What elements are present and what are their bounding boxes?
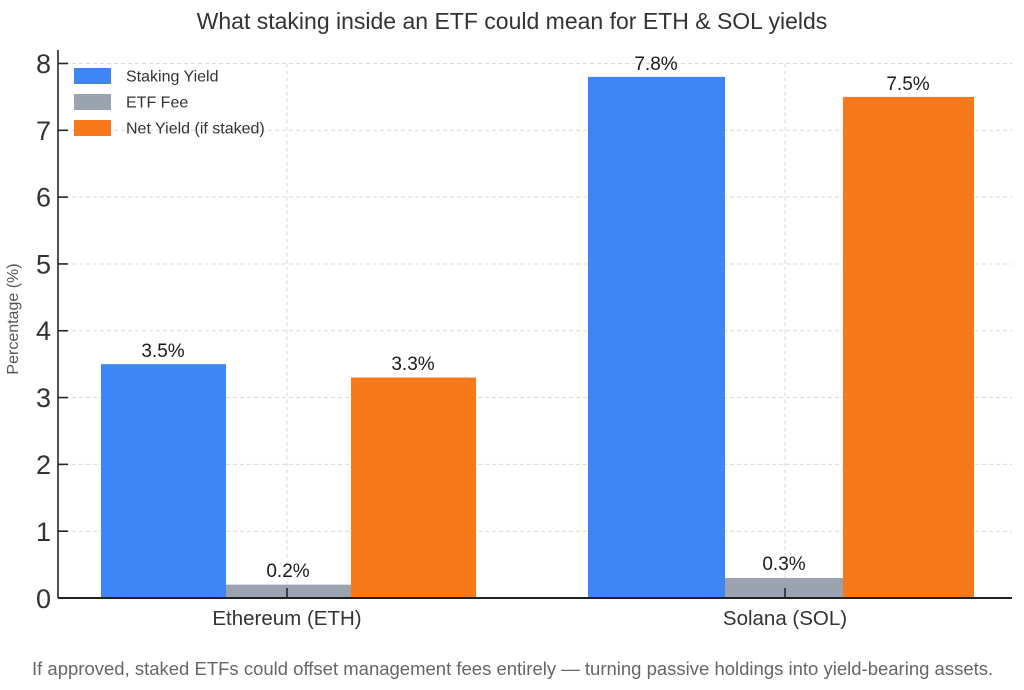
svg-text:0: 0 <box>36 584 51 614</box>
svg-text:Staking Yield: Staking Yield <box>126 69 219 86</box>
svg-text:ETF Fee: ETF Fee <box>126 95 188 112</box>
svg-text:Percentage (%): Percentage (%) <box>5 263 22 374</box>
svg-text:5: 5 <box>36 250 51 280</box>
svg-text:0.2%: 0.2% <box>266 561 309 582</box>
svg-text:Solana (SOL): Solana (SOL) <box>723 607 847 630</box>
svg-text:8: 8 <box>36 49 51 79</box>
svg-text:1: 1 <box>36 517 51 547</box>
svg-text:Net Yield (if staked): Net Yield (if staked) <box>126 121 265 138</box>
svg-text:3: 3 <box>36 383 51 413</box>
svg-text:Ethereum (ETH): Ethereum (ETH) <box>212 607 361 630</box>
svg-text:2: 2 <box>36 450 51 480</box>
svg-text:0.3%: 0.3% <box>762 554 805 575</box>
svg-text:7: 7 <box>36 116 51 146</box>
svg-text:4: 4 <box>36 316 51 346</box>
svg-text:7.5%: 7.5% <box>886 74 929 95</box>
svg-text:3.3%: 3.3% <box>391 354 434 375</box>
svg-text:3.5%: 3.5% <box>141 341 184 362</box>
svg-text:6: 6 <box>36 183 51 213</box>
svg-text:7.8%: 7.8% <box>634 54 677 75</box>
